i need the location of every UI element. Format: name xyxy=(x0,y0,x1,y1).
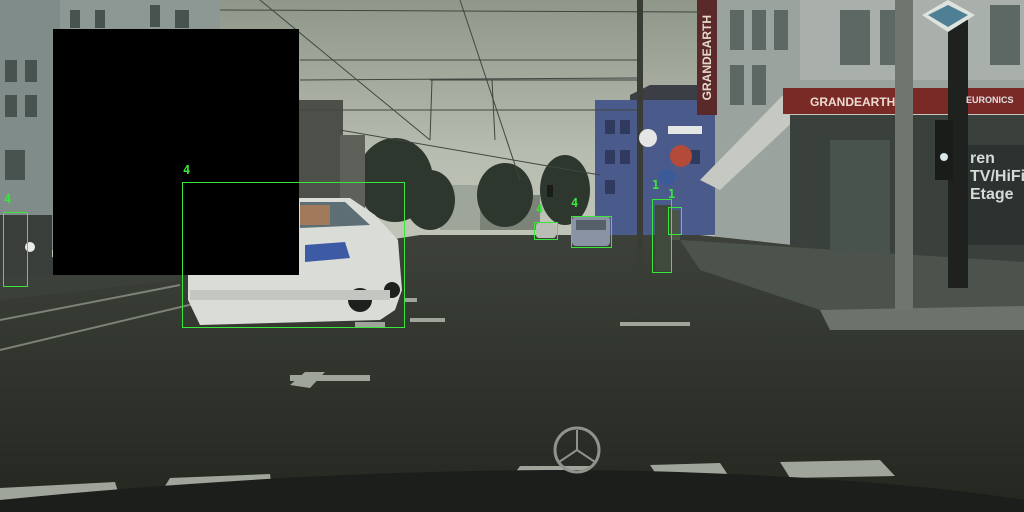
detection-box xyxy=(668,207,682,235)
hood-ornament xyxy=(553,426,601,474)
detection-label: 4 xyxy=(536,202,544,216)
detection-label: 4 xyxy=(571,196,579,210)
speed-sign xyxy=(639,129,657,147)
trees xyxy=(357,138,590,230)
detection-box xyxy=(571,216,612,248)
left-building xyxy=(0,0,60,250)
traffic-light xyxy=(935,120,953,180)
detection-label: 1 xyxy=(668,187,676,201)
detection-box xyxy=(534,222,558,240)
store-sign-awning: GRANDEARTH xyxy=(810,95,896,109)
detection-box xyxy=(3,212,28,287)
store-sign-vertical: GRANDEARTH xyxy=(700,15,714,101)
vertical-sign-board xyxy=(697,0,717,115)
no-entry-sign xyxy=(670,145,692,167)
sidewalk-right xyxy=(680,240,1024,330)
left-windows xyxy=(5,5,189,180)
detection-label: 4 xyxy=(183,163,191,177)
blue-building-roof xyxy=(630,85,715,100)
window-text: ren TV/HiFi Etage xyxy=(970,150,1024,203)
redaction-block xyxy=(53,29,299,275)
awning-brand: EURONICS xyxy=(966,95,1014,105)
ego-hood xyxy=(0,470,1024,512)
pole xyxy=(895,0,913,310)
pedestrian xyxy=(655,205,671,271)
detection-box xyxy=(182,182,405,328)
detection-label: 4 xyxy=(4,192,12,206)
pedestrian xyxy=(670,210,680,240)
pole xyxy=(948,20,968,288)
direction-sign xyxy=(659,169,675,185)
overhead-wires xyxy=(219,0,701,181)
street-name-sign xyxy=(668,126,702,134)
detection-box xyxy=(652,199,672,273)
far-car xyxy=(536,223,556,238)
detection-label: 1 xyxy=(652,178,660,192)
island xyxy=(820,306,1024,330)
